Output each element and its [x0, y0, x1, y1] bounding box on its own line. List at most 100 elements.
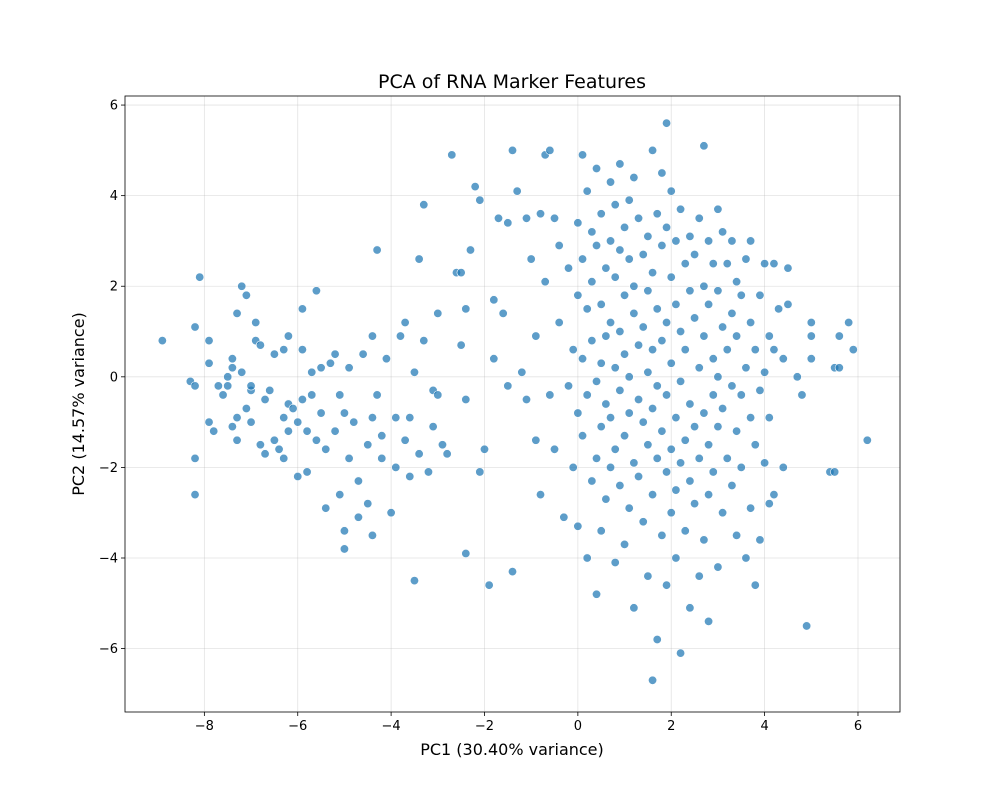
- data-point: [727, 308, 737, 318]
- data-point: [694, 363, 704, 373]
- data-point: [391, 462, 401, 472]
- data-point: [545, 390, 555, 400]
- data-point: [400, 317, 410, 327]
- data-point: [209, 426, 219, 436]
- data-point: [498, 308, 508, 318]
- data-point: [727, 236, 737, 246]
- data-point: [648, 345, 658, 355]
- data-point: [428, 422, 438, 432]
- data-point: [657, 426, 667, 436]
- data-point: [507, 145, 517, 155]
- data-point: [307, 390, 317, 400]
- data-point: [573, 521, 583, 531]
- data-point: [671, 553, 681, 563]
- data-point: [732, 530, 742, 540]
- data-point: [629, 173, 639, 183]
- data-point: [638, 250, 648, 260]
- data-point: [386, 508, 396, 518]
- data-point: [316, 408, 326, 418]
- data-point: [409, 367, 419, 377]
- data-point: [666, 272, 676, 282]
- data-point: [662, 467, 672, 477]
- data-point: [564, 381, 574, 391]
- data-point: [718, 404, 728, 414]
- data-point: [648, 145, 658, 155]
- data-point: [442, 449, 452, 459]
- data-point: [381, 354, 391, 364]
- data-point: [620, 539, 630, 549]
- x-tick-label: 2: [667, 719, 675, 734]
- data-point: [204, 336, 214, 346]
- data-point: [190, 453, 200, 463]
- data-point: [610, 272, 620, 282]
- data-point: [540, 277, 550, 287]
- data-point: [311, 435, 321, 445]
- data-point: [750, 440, 760, 450]
- data-point: [629, 603, 639, 613]
- data-point: [615, 327, 625, 337]
- data-point: [414, 254, 424, 264]
- data-point: [596, 209, 606, 219]
- y-tick-label: 6: [110, 99, 118, 114]
- data-point: [227, 354, 237, 364]
- grid: [125, 96, 900, 712]
- data-point: [568, 345, 578, 355]
- data-point: [339, 526, 349, 536]
- data-point: [522, 394, 532, 404]
- data-point: [806, 354, 816, 364]
- data-point: [433, 390, 443, 400]
- data-point: [367, 530, 377, 540]
- data-point: [325, 358, 335, 368]
- data-point: [265, 385, 275, 395]
- data-point: [690, 313, 700, 323]
- data-point: [531, 331, 541, 341]
- data-point: [190, 490, 200, 500]
- data-point: [414, 449, 424, 459]
- data-point: [606, 462, 616, 472]
- data-point: [629, 308, 639, 318]
- data-point: [834, 363, 844, 373]
- data-point: [652, 209, 662, 219]
- data-point: [283, 331, 293, 341]
- data-point: [592, 240, 602, 250]
- data-point: [718, 508, 728, 518]
- data-point: [713, 372, 723, 382]
- data-point: [400, 435, 410, 445]
- data-point: [237, 281, 247, 291]
- data-point: [648, 268, 658, 278]
- data-point: [690, 499, 700, 509]
- data-point: [755, 290, 765, 300]
- data-point: [662, 118, 672, 128]
- data-point: [465, 245, 475, 255]
- data-point: [615, 385, 625, 395]
- data-point: [582, 390, 592, 400]
- data-point: [610, 200, 620, 210]
- data-point: [760, 259, 770, 269]
- data-point: [297, 345, 307, 355]
- data-point: [666, 508, 676, 518]
- data-points: [157, 118, 872, 685]
- data-point: [592, 589, 602, 599]
- data-point: [778, 354, 788, 364]
- data-point: [358, 349, 368, 359]
- data-point: [652, 381, 662, 391]
- data-point: [666, 358, 676, 368]
- data-point: [783, 299, 793, 309]
- data-point: [578, 354, 588, 364]
- x-tick-label: 0: [574, 719, 582, 734]
- data-point: [582, 553, 592, 563]
- data-point: [433, 308, 443, 318]
- y-tick-label: 2: [110, 280, 118, 295]
- data-point: [638, 417, 648, 427]
- data-point: [587, 476, 597, 486]
- data-point: [722, 345, 732, 355]
- data-point: [330, 349, 340, 359]
- data-point: [554, 240, 564, 250]
- data-point: [620, 222, 630, 232]
- data-point: [283, 426, 293, 436]
- data-point: [741, 254, 751, 264]
- data-point: [657, 240, 667, 250]
- data-point: [255, 340, 265, 350]
- data-point: [536, 490, 546, 500]
- data-point: [302, 426, 312, 436]
